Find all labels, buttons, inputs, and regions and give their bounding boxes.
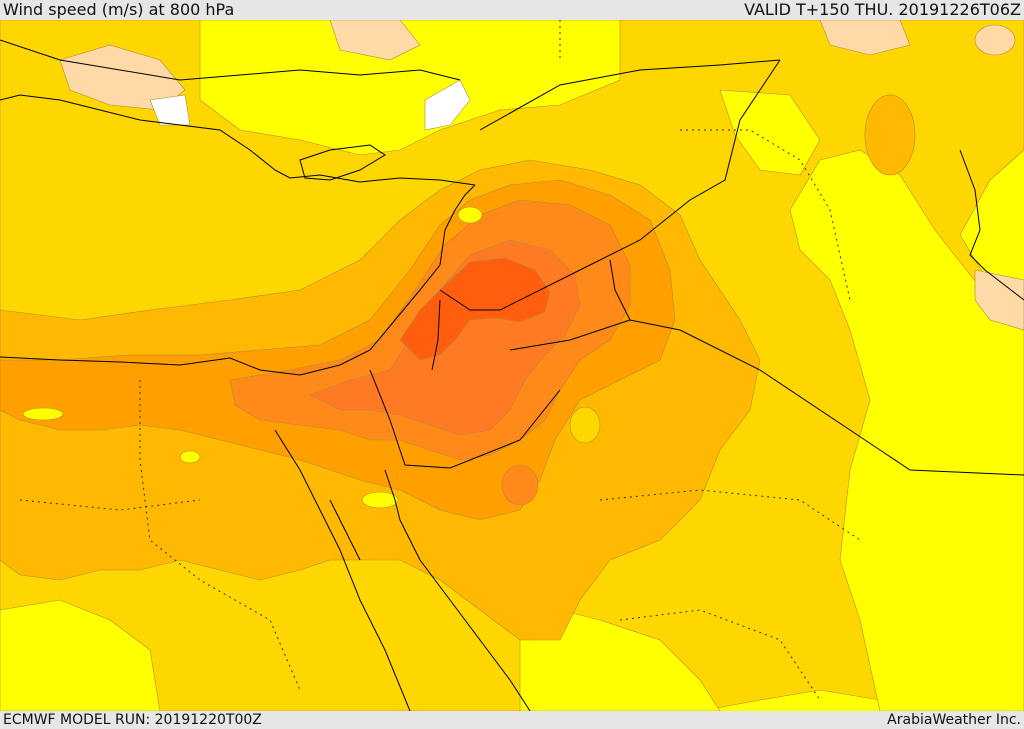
footer-bar: ECMWF MODEL RUN: 20191220T00Z ArabiaWeat… — [0, 711, 1024, 729]
coast-cyprus — [299, 144, 386, 181]
coast-persian-gulf — [959, 149, 1024, 301]
border-1 — [479, 59, 781, 131]
border-5 — [439, 289, 500, 311]
coast-red-sea-east — [399, 519, 531, 711]
border-2 — [499, 59, 781, 311]
coast-turkey-south — [274, 169, 476, 186]
patch-5 — [457, 206, 483, 224]
field-yellow-sea — [519, 599, 721, 711]
wind-speed-map — [0, 20, 1024, 711]
field-pale-4 — [974, 269, 1024, 331]
credit: ArabiaWeather Inc. — [887, 712, 1021, 728]
model-run: ECMWF MODEL RUN: 20191220T00Z — [3, 712, 262, 728]
dotted-4 — [680, 129, 851, 301]
dotted-2 — [599, 489, 861, 541]
patch-8 — [974, 24, 1016, 56]
political-borders — [369, 59, 1024, 476]
field-yellow-east — [789, 149, 1024, 711]
dotted-1 — [139, 380, 301, 691]
field-pale-2 — [329, 20, 421, 61]
patch-7 — [501, 464, 539, 506]
valid-time: VALID T+150 THU. 20191226T06Z — [744, 0, 1021, 19]
patch-1 — [22, 407, 64, 421]
coast-turkey-west — [0, 94, 276, 171]
field-yellow-south — [0, 599, 161, 711]
coast-gulf-suez — [329, 499, 361, 561]
patch-6 — [864, 94, 916, 176]
coast-red-sea-west — [274, 429, 411, 711]
field-white-2 — [424, 79, 471, 131]
coast-gulf-aqaba — [384, 469, 401, 521]
field-pale-3 — [819, 20, 911, 56]
border-3 — [609, 259, 1024, 476]
coast-levant — [439, 184, 476, 266]
border-7 — [431, 299, 441, 371]
map-title: Wind speed (m/s) at 800 hPa — [3, 0, 235, 19]
patch-3 — [361, 491, 399, 509]
border-4 — [509, 319, 631, 351]
patch-2 — [179, 450, 201, 464]
coast-mediterranean-south — [0, 264, 441, 376]
field-yellow-mid — [719, 89, 821, 176]
patch-4 — [569, 406, 601, 444]
dotted-borders — [19, 20, 861, 701]
coastlines — [0, 39, 1024, 711]
field-yellow-north — [199, 20, 621, 156]
header-bar: Wind speed (m/s) at 800 hPa VALID T+150 … — [0, 0, 1024, 20]
field-white-1 — [149, 94, 191, 126]
coast-black-sea — [0, 39, 461, 81]
field-core — [399, 257, 551, 361]
border-6 — [369, 369, 561, 469]
